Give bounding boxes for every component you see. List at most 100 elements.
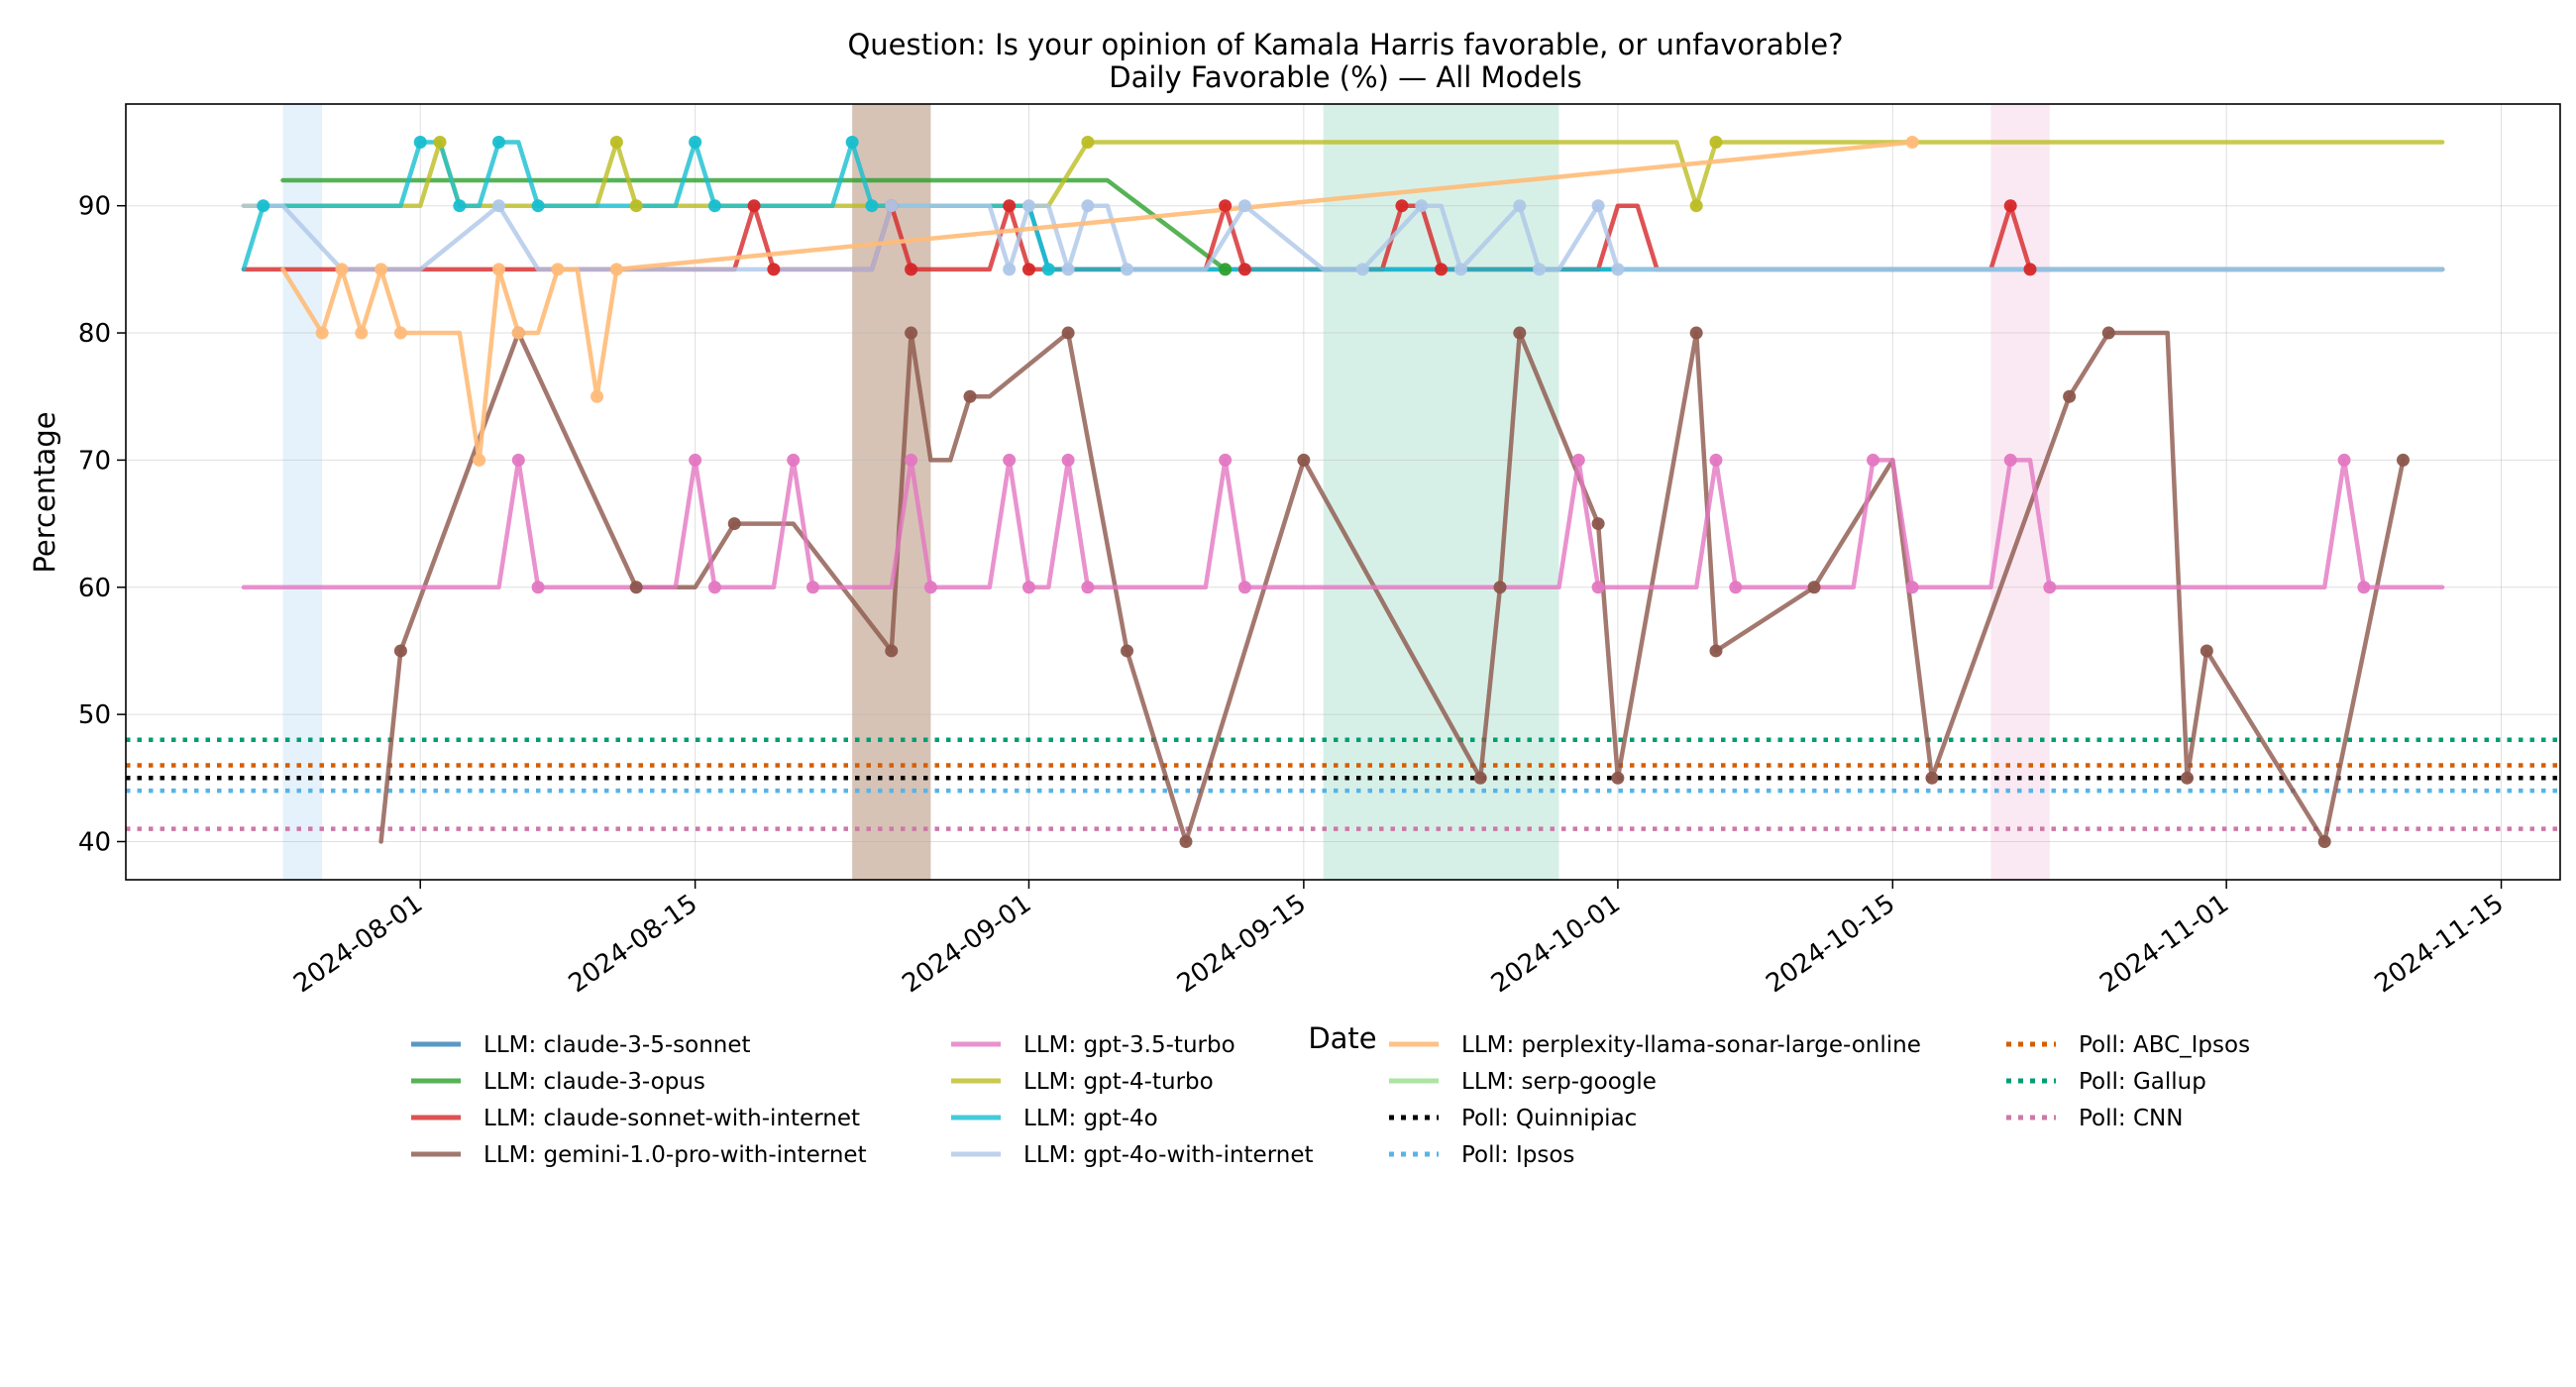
llm-claude-sonnet-with-internet-point [767,263,781,276]
llm-gpt-3-5-turbo-line [241,458,2445,590]
llm-gpt-4o-point [491,136,505,150]
llm-gemini-1-0-pro-with-internet-point [1807,581,1821,594]
llm-gemini-1-0-pro-with-internet-legend-label: LLM: gemini-1.0-pro-with-internet [483,1142,867,1168]
llm-perplexity-llama-sonar-large-online-point [1905,136,1919,150]
llm-claude-3-opus-line [280,177,1228,272]
llm-gpt-3-5-turbo-point [1219,453,1233,467]
llm-gemini-1-0-pro-with-internet-point [1925,771,1939,785]
llm-gemini-1-0-pro-with-internet-point [1493,581,1507,594]
llm-gpt-3-5-turbo-point [787,453,801,467]
llm-gemini-1-0-pro-with-internet-point [2317,834,2331,848]
x-tick-label: 2024-08-01 [288,889,428,999]
llm-gemini-1-0-pro-with-internet-point [393,644,407,658]
llm-gpt-3-5-turbo-point [1003,453,1017,467]
llm-claude-3-opus-legend-label: LLM: claude-3-opus [483,1069,705,1095]
y-tick-label: 70 [78,446,111,476]
llm-gemini-1-0-pro-with-internet-point [1121,644,1134,658]
llm-gpt-4o-with-internet-point [1061,263,1075,276]
poll-lines [126,737,2560,831]
llm-claude-sonnet-with-internet-point [1219,199,1233,213]
llm-perplexity-llama-sonar-large-online-point [393,326,407,340]
llm-gemini-1-0-pro-with-internet-point [2200,644,2213,658]
llm-gpt-4-turbo-point [1709,136,1723,150]
llm-gpt-4o-legend-label: LLM: gpt-4o [1023,1106,1158,1131]
llm-gpt-4-turbo-point [433,136,447,150]
x-axis-label: Date [1308,1021,1376,1055]
llm-gpt-3-5-turbo-point [1021,581,1035,594]
x-tick-label: 2024-10-15 [1761,889,1900,999]
llm-gpt-3-5-turbo-point [511,453,525,467]
llm-gpt-4o-with-internet-line [241,203,2445,272]
llm-gemini-1-0-pro-with-internet-point [1513,326,1527,340]
x-tick-label: 2024-09-01 [897,889,1036,999]
llm-gemini-1-0-pro-with-internet-point [1611,771,1625,785]
y-tick-label: 50 [78,700,111,730]
llm-gemini-1-0-pro-with-internet-point [1297,453,1311,467]
llm-gemini-1-0-pro-with-internet-point [2181,771,2195,785]
x-tick-label: 2024-10-01 [1486,889,1626,999]
llm-gpt-3-5-turbo-point [905,453,918,467]
llm-claude-sonnet-with-internet-point [1395,199,1409,213]
poll-ipsos-legend-label: Poll: Ipsos [1461,1142,1574,1168]
llm-perplexity-llama-sonar-large-online-point [590,389,604,403]
llm-gpt-4o-point [453,199,467,213]
y-tick-label: 60 [78,574,111,603]
llm-gemini-1-0-pro-with-internet-point [1709,644,1723,658]
plot-frame [125,103,2561,881]
y-tick-label: 90 [78,192,111,222]
llm-gpt-4o-point [707,199,721,213]
llm-gemini-1-0-pro-with-internet-point [963,389,977,403]
llm-gpt-4o-with-internet-legend-label: LLM: gpt-4o-with-internet [1023,1142,1314,1168]
llm-gemini-1-0-pro-with-internet-line [378,330,2406,844]
llm-gpt-3-5-turbo-point [1729,581,1743,594]
llm-gpt-3-5-turbo-point [531,581,545,594]
poll-quinnipiac-legend-label: Poll: Quinnipiac [1461,1106,1637,1131]
llm-gemini-1-0-pro-with-internet-point [727,517,741,531]
llm-perplexity-llama-sonar-large-online-point [551,263,565,276]
y-axis-ticks: 40 50 60 70 80 90 [78,192,126,857]
llm-claude-sonnet-with-internet-point [905,263,918,276]
llm-perplexity-llama-sonar-large-online-point [355,326,369,340]
poll-gallup-legend-label: Poll: Gallup [2079,1069,2206,1095]
llm-gpt-4o-with-internet-point [1237,199,1251,213]
llm-gpt-4o-with-internet-point [1611,263,1625,276]
chart-title: Question: Is your opinion of Kamala Harr… [847,28,1843,61]
llm-gpt-3-5-turbo-point [2003,453,2017,467]
llm-gpt-3-5-turbo-point [1081,581,1095,594]
legend: LLM: claude-3-5-sonnet LLM: claude-3-opus… [411,1032,2250,1168]
llm-gpt-3-5-turbo-point [689,453,702,467]
llm-gpt-4-turbo-point [629,199,643,213]
y-axis-label: Percentage [28,411,61,573]
llm-gpt-4o-with-internet-point [1533,263,1547,276]
llm-gemini-1-0-pro-with-internet-point [2396,453,2410,467]
llm-gpt-4o-point [531,199,545,213]
llm-gpt-4o-point [413,136,427,150]
llm-claude-sonnet-with-internet-point [1237,263,1251,276]
llm-gpt-4o-with-internet-point [1081,199,1095,213]
llm-perplexity-llama-sonar-large-online-point [491,263,505,276]
llm-perplexity-llama-sonar-large-online-legend-label: LLM: perplexity-llama-sonar-large-online [1461,1032,1921,1058]
llm-gpt-3-5-turbo-point [806,581,820,594]
llm-gpt-4-turbo-legend-label: LLM: gpt-4-turbo [1023,1069,1214,1095]
x-tick-label: 2024-08-15 [564,889,703,999]
shaded-region-0 [282,104,323,880]
llm-gpt-4-turbo-point [1689,199,1703,213]
llm-perplexity-llama-sonar-large-online-point [511,326,525,340]
llm-perplexity-llama-sonar-large-online-point [375,263,388,276]
llm-gemini-1-0-pro-with-internet-point [629,581,643,594]
llm-gemini-1-0-pro-with-internet-point [1061,326,1075,340]
llm-gpt-4o-with-internet-point [1003,263,1017,276]
llm-gpt-4o-with-internet-point [1591,199,1605,213]
llm-gpt-4o-point [257,199,270,213]
llm-gemini-1-0-pro-with-internet-point [2063,389,2077,403]
x-axis-ticks: 2024-08-01 2024-08-15 2024-09-01 2024-09-15… [288,880,2510,999]
llm-gpt-3-5-turbo-point [1905,581,1919,594]
llm-gpt-4o-point [689,136,702,150]
llm-claude-sonnet-with-internet-point [747,199,761,213]
llm-gpt-4o-with-internet-point [885,199,899,213]
llm-gpt-4-turbo-point [1081,136,1095,150]
llm-claude-sonnet-with-internet-point [2023,263,2037,276]
x-tick-label: 2024-11-01 [2094,889,2234,999]
chart-subtitle: Daily Favorable (%) — All Models [1109,60,1581,94]
